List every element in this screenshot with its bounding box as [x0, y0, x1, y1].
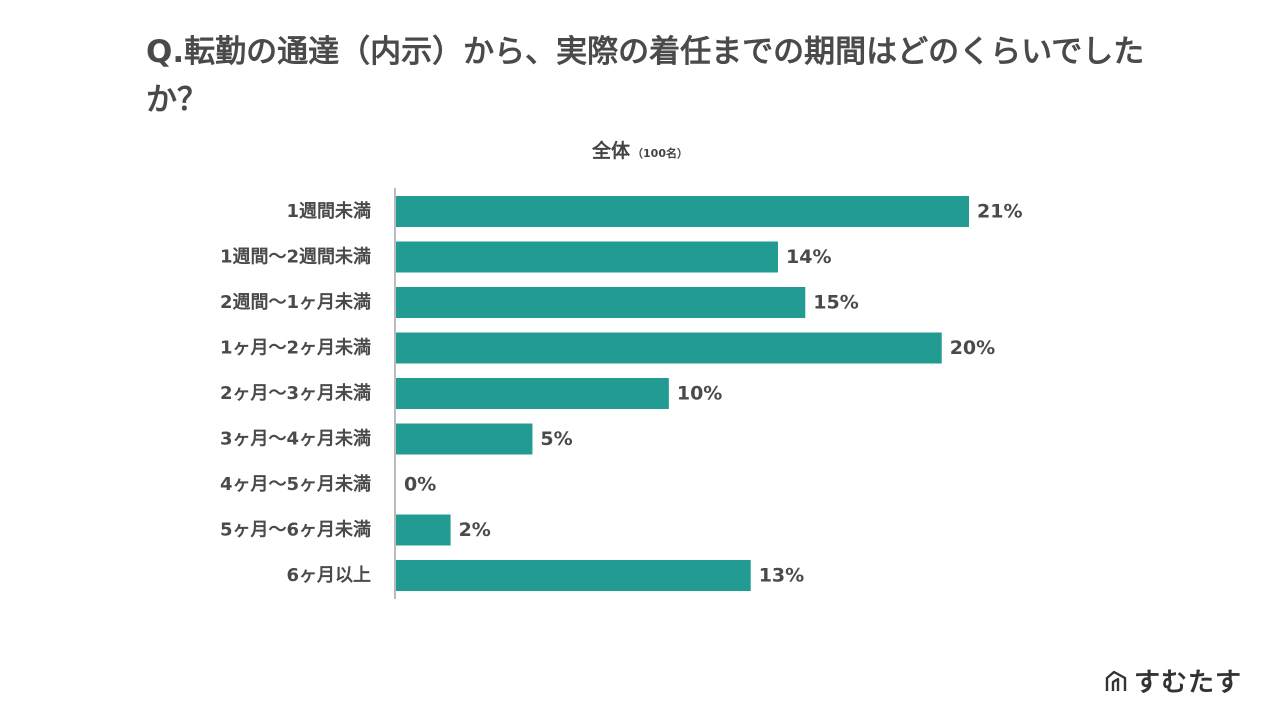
value-label: 0%: [404, 474, 436, 496]
bar: [396, 423, 533, 455]
value-label: 13%: [759, 565, 804, 587]
subtitle-label: 全体: [592, 140, 631, 162]
value-label: 10%: [677, 383, 722, 405]
bar: [396, 378, 669, 409]
value-label: 20%: [950, 337, 995, 359]
chart-subtitle: 全体 （100名）: [0, 136, 1280, 163]
bar: [396, 332, 942, 364]
house-logo-icon: [1105, 670, 1127, 691]
bar: [396, 560, 751, 591]
value-label: 14%: [786, 246, 831, 268]
chart-title: Q.転勤の通達（内示）から、実際の着任までの期間はどのくらいでしたか？: [146, 34, 1145, 118]
bar-group: 1週間未満 21% 1週間〜2週間未満 14% 2週間〜1ヶ月未満 15% 1ヶ月〜2ヶ月未…: [220, 196, 1022, 591]
brand-name: すむたす: [1133, 668, 1242, 698]
sample-size-note: （100名）: [632, 147, 688, 160]
category-label: 6ヶ月以上: [286, 565, 371, 586]
bar: [396, 287, 806, 318]
category-label: 2週間〜1ヶ月未満: [220, 291, 371, 313]
brand-logo: すむたす: [1104, 662, 1242, 699]
bar: [396, 514, 451, 546]
bar: [396, 241, 778, 273]
value-label: 2%: [459, 519, 491, 541]
category-label: 4ヶ月〜5ヶ月未満: [220, 473, 371, 495]
category-label: 1週間未満: [286, 200, 371, 222]
value-label: 21%: [977, 201, 1022, 223]
category-label: 3ヶ月〜4ヶ月未満: [220, 428, 371, 450]
value-label: 15%: [813, 292, 858, 314]
category-label: 2ヶ月〜3ヶ月未満: [220, 382, 371, 404]
category-label: 1ヶ月〜2ヶ月未満: [220, 337, 371, 359]
bar: [396, 196, 969, 227]
category-label: 5ヶ月〜6ヶ月未満: [220, 519, 371, 541]
category-label: 1週間〜2週間未満: [220, 246, 371, 268]
value-label: 5%: [540, 428, 572, 450]
